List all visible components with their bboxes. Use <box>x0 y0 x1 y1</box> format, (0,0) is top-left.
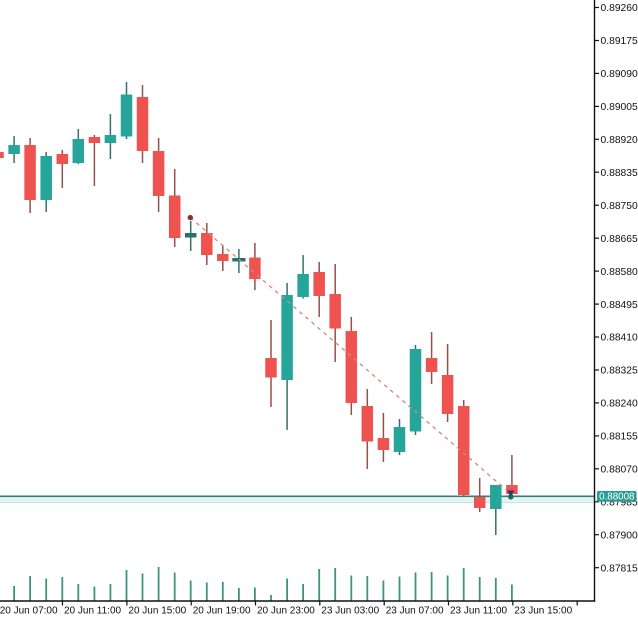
svg-text:20 Jun 19:00: 20 Jun 19:00 <box>193 605 251 616</box>
svg-text:0.87815: 0.87815 <box>601 563 638 574</box>
svg-text:20 Jun 23:00: 20 Jun 23:00 <box>257 605 315 616</box>
svg-text:0.88070: 0.88070 <box>601 465 638 476</box>
svg-text:0.88835: 0.88835 <box>601 168 638 179</box>
svg-text:0.88920: 0.88920 <box>601 135 638 146</box>
svg-text:0.89175: 0.89175 <box>601 36 638 47</box>
svg-text:0.87900: 0.87900 <box>601 530 638 541</box>
svg-text:0.88580: 0.88580 <box>601 267 638 278</box>
svg-text:0.88240: 0.88240 <box>601 399 638 410</box>
svg-text:20 Jun 07:00: 20 Jun 07:00 <box>0 605 58 616</box>
svg-text:0.87985: 0.87985 <box>601 498 638 509</box>
svg-text:0.88750: 0.88750 <box>601 201 638 212</box>
svg-text:0.88325: 0.88325 <box>601 366 638 377</box>
svg-text:0.89005: 0.89005 <box>601 102 638 113</box>
svg-text:23 Jun 07:00: 23 Jun 07:00 <box>386 605 444 616</box>
svg-text:0.88008: 0.88008 <box>599 491 635 502</box>
svg-text:23 Jun 03:00: 23 Jun 03:00 <box>321 605 379 616</box>
svg-text:0.89090: 0.89090 <box>601 69 638 80</box>
svg-text:23 Jun 11:00: 23 Jun 11:00 <box>450 605 508 616</box>
svg-text:0.88155: 0.88155 <box>601 432 638 443</box>
svg-text:23 Jun 15:00: 23 Jun 15:00 <box>514 605 572 616</box>
svg-text:0.88410: 0.88410 <box>601 333 638 344</box>
svg-text:0.88495: 0.88495 <box>601 300 638 311</box>
svg-text:20 Jun 15:00: 20 Jun 15:00 <box>128 605 186 616</box>
svg-text:0.89260: 0.89260 <box>601 3 638 14</box>
svg-text:20 Jun 11:00: 20 Jun 11:00 <box>64 605 122 616</box>
svg-text:0.88665: 0.88665 <box>601 234 638 245</box>
